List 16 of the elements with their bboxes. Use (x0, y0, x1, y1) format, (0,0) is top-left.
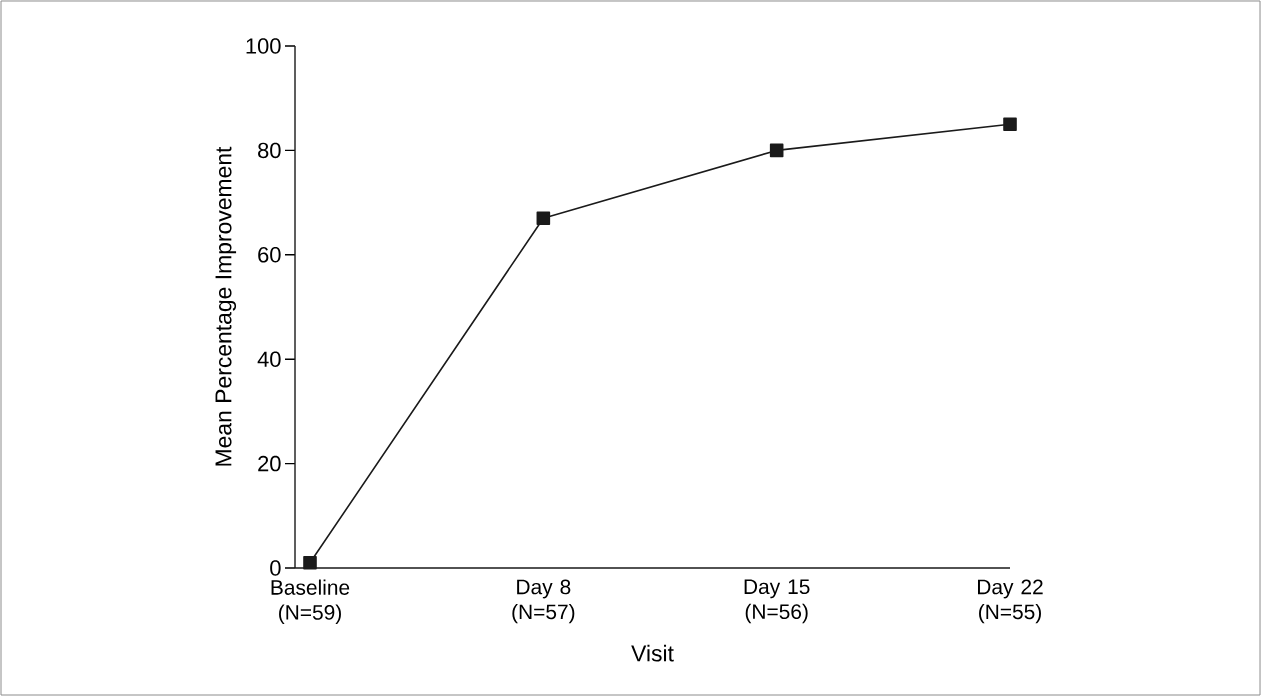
y-tick-label: 40 (257, 351, 281, 367)
point (1003, 117, 1017, 132)
y-axis-title: Mean Percentage Improvement (215, 146, 237, 466)
x-tick-label: Day 8 (N=57) (512, 579, 575, 624)
y-tick-label: 80 (258, 142, 281, 159)
point (769, 143, 784, 158)
y-tick-label: 60 (258, 247, 281, 263)
x-tick-label: Day 15 (N=56) (744, 579, 810, 624)
point (536, 211, 551, 226)
y-tick-label: 100 (246, 38, 281, 54)
x-axis-title: Visit (631, 644, 674, 662)
x-tick-label: Baseline (N=59) (271, 579, 350, 624)
y-tick-label: 0 (270, 560, 281, 576)
x-tick-label: Day 22 (N=55) (978, 579, 1043, 624)
y-tick-label: 20 (258, 455, 281, 472)
point (303, 555, 317, 570)
